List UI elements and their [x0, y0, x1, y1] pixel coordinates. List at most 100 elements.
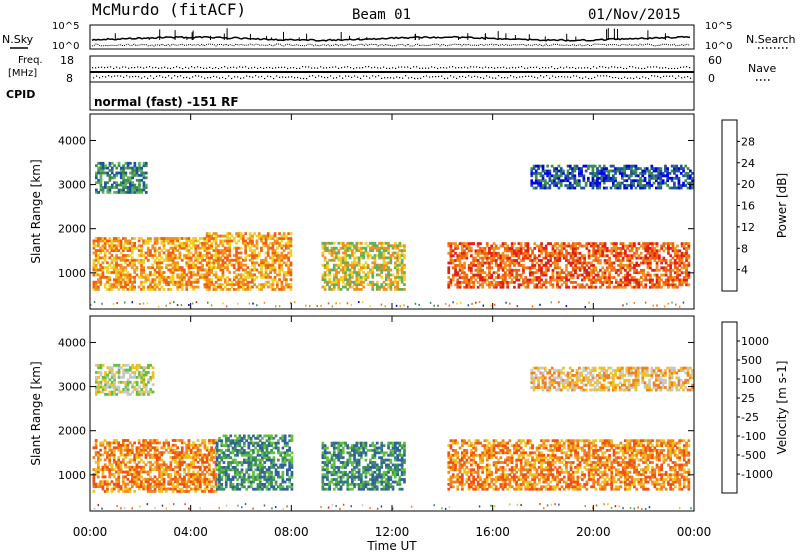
power-echo-cell — [217, 244, 220, 248]
power-echo-cell — [110, 254, 114, 257]
power-echo-cell — [537, 184, 540, 187]
nave-dot — [657, 75, 659, 77]
velocity-echo-cell — [162, 451, 166, 454]
power-echo-cell — [590, 281, 593, 284]
nave-dot — [203, 67, 205, 69]
power-echo-cell — [608, 264, 611, 267]
power-echo-cell — [223, 251, 227, 255]
velocity-echo-cell — [133, 490, 136, 493]
power-echo-cell — [289, 244, 293, 248]
power-ground-speck — [407, 305, 409, 308]
power-echo-cell — [585, 261, 589, 265]
nave-dot — [231, 77, 233, 80]
power-echo-cell — [151, 288, 155, 291]
power-echo-cell — [129, 188, 132, 192]
power-echo-cell — [337, 241, 341, 245]
nave-dot — [156, 75, 158, 77]
power-echo-cell — [360, 288, 363, 291]
velocity-echo-cell — [146, 460, 150, 464]
nave-dot — [303, 77, 305, 80]
power-echo-cell — [328, 258, 331, 262]
power-echo-cell — [590, 278, 593, 282]
nave-dot — [120, 75, 122, 77]
power-echo-cell — [544, 256, 548, 260]
power-echo-cell — [546, 169, 549, 173]
power-echo-cell — [625, 186, 629, 190]
power-echo-cell — [515, 254, 518, 258]
power-echo-cell — [659, 181, 663, 185]
velocity-echo-cell — [137, 456, 141, 459]
power-echo-cell — [519, 283, 523, 287]
power-echo-cell — [474, 256, 478, 260]
power-echo-cell — [499, 266, 503, 270]
power-echo-cell — [99, 181, 103, 185]
power-echo-cell — [131, 249, 134, 252]
power-echo-cell — [578, 285, 582, 289]
power-echo-cell — [596, 271, 600, 275]
power-echo-cell — [126, 191, 130, 194]
power-echo-cell — [540, 247, 543, 250]
power-echo-cell — [373, 241, 377, 245]
power-echo-cell — [555, 174, 558, 178]
power-echo-cell — [653, 251, 657, 255]
power-echo-cell — [403, 244, 406, 248]
power-echo-cell — [269, 263, 272, 267]
power-echo-cell — [289, 278, 293, 282]
power-echo-cell — [106, 171, 110, 175]
power-echo-cell — [142, 275, 145, 279]
power-echo-cell — [133, 258, 136, 262]
power-echo-cell — [652, 174, 656, 178]
velocity-echo-cell — [210, 487, 213, 491]
power-echo-cell — [556, 242, 559, 245]
power-echo-cell — [608, 266, 611, 270]
power-echo-cell — [515, 268, 518, 272]
power-echo-cell — [685, 256, 688, 260]
power-echo-cell — [223, 239, 227, 243]
power-echo-cell — [660, 259, 663, 262]
velocity-echo-cell — [119, 485, 123, 488]
power-echo-cell — [528, 256, 532, 260]
power-echo-cell — [360, 249, 363, 252]
power-echo-cell — [146, 241, 150, 245]
power-echo-cell — [237, 268, 241, 272]
power-echo-cell — [635, 247, 639, 250]
power-echo-cell — [673, 271, 677, 275]
power-echo-cell — [373, 263, 377, 267]
power-echo-cell — [532, 172, 536, 175]
power-echo-cell — [112, 283, 116, 286]
power-echo-cell — [594, 285, 598, 289]
velocity-echo-cell — [201, 463, 204, 467]
power-echo-cell — [353, 288, 356, 291]
velocity-echo-cell — [192, 446, 195, 450]
velocity-echo-cell — [185, 456, 189, 459]
velocity-echo-cell — [117, 482, 121, 486]
power-echo-cell — [481, 249, 484, 253]
power-echo-cell — [278, 241, 281, 245]
power-echo-cell — [344, 244, 347, 248]
power-echo-cell — [467, 285, 471, 289]
power-echo-cell — [348, 271, 352, 274]
power-echo-cell — [142, 271, 145, 274]
power-echo-cell — [378, 285, 381, 289]
power-echo-cell — [461, 242, 464, 245]
power-echo-cell — [348, 241, 352, 245]
velocity-echo-cell — [133, 458, 136, 462]
power-echo-cell — [568, 184, 572, 187]
power-echo-cell — [140, 169, 143, 172]
nave-dot — [629, 66, 631, 68]
power-echo-cell — [103, 256, 107, 260]
velocity-echo-cell — [162, 470, 166, 474]
velocity-echo-cell — [212, 470, 216, 474]
power-echo-cell — [624, 276, 627, 279]
nave-dot — [465, 76, 467, 78]
power-echo-cell — [646, 261, 650, 265]
power-echo-cell — [235, 256, 238, 260]
power-echo-cell — [447, 281, 451, 284]
velocity-echo-cell — [144, 485, 148, 488]
power-echo-cell — [449, 281, 453, 284]
power-echo-cell — [346, 266, 350, 269]
velocity-echo-cell — [196, 451, 200, 454]
velocity-echo-cell — [192, 451, 195, 454]
power-echo-cell — [522, 281, 525, 284]
power-echo-cell — [276, 241, 279, 245]
